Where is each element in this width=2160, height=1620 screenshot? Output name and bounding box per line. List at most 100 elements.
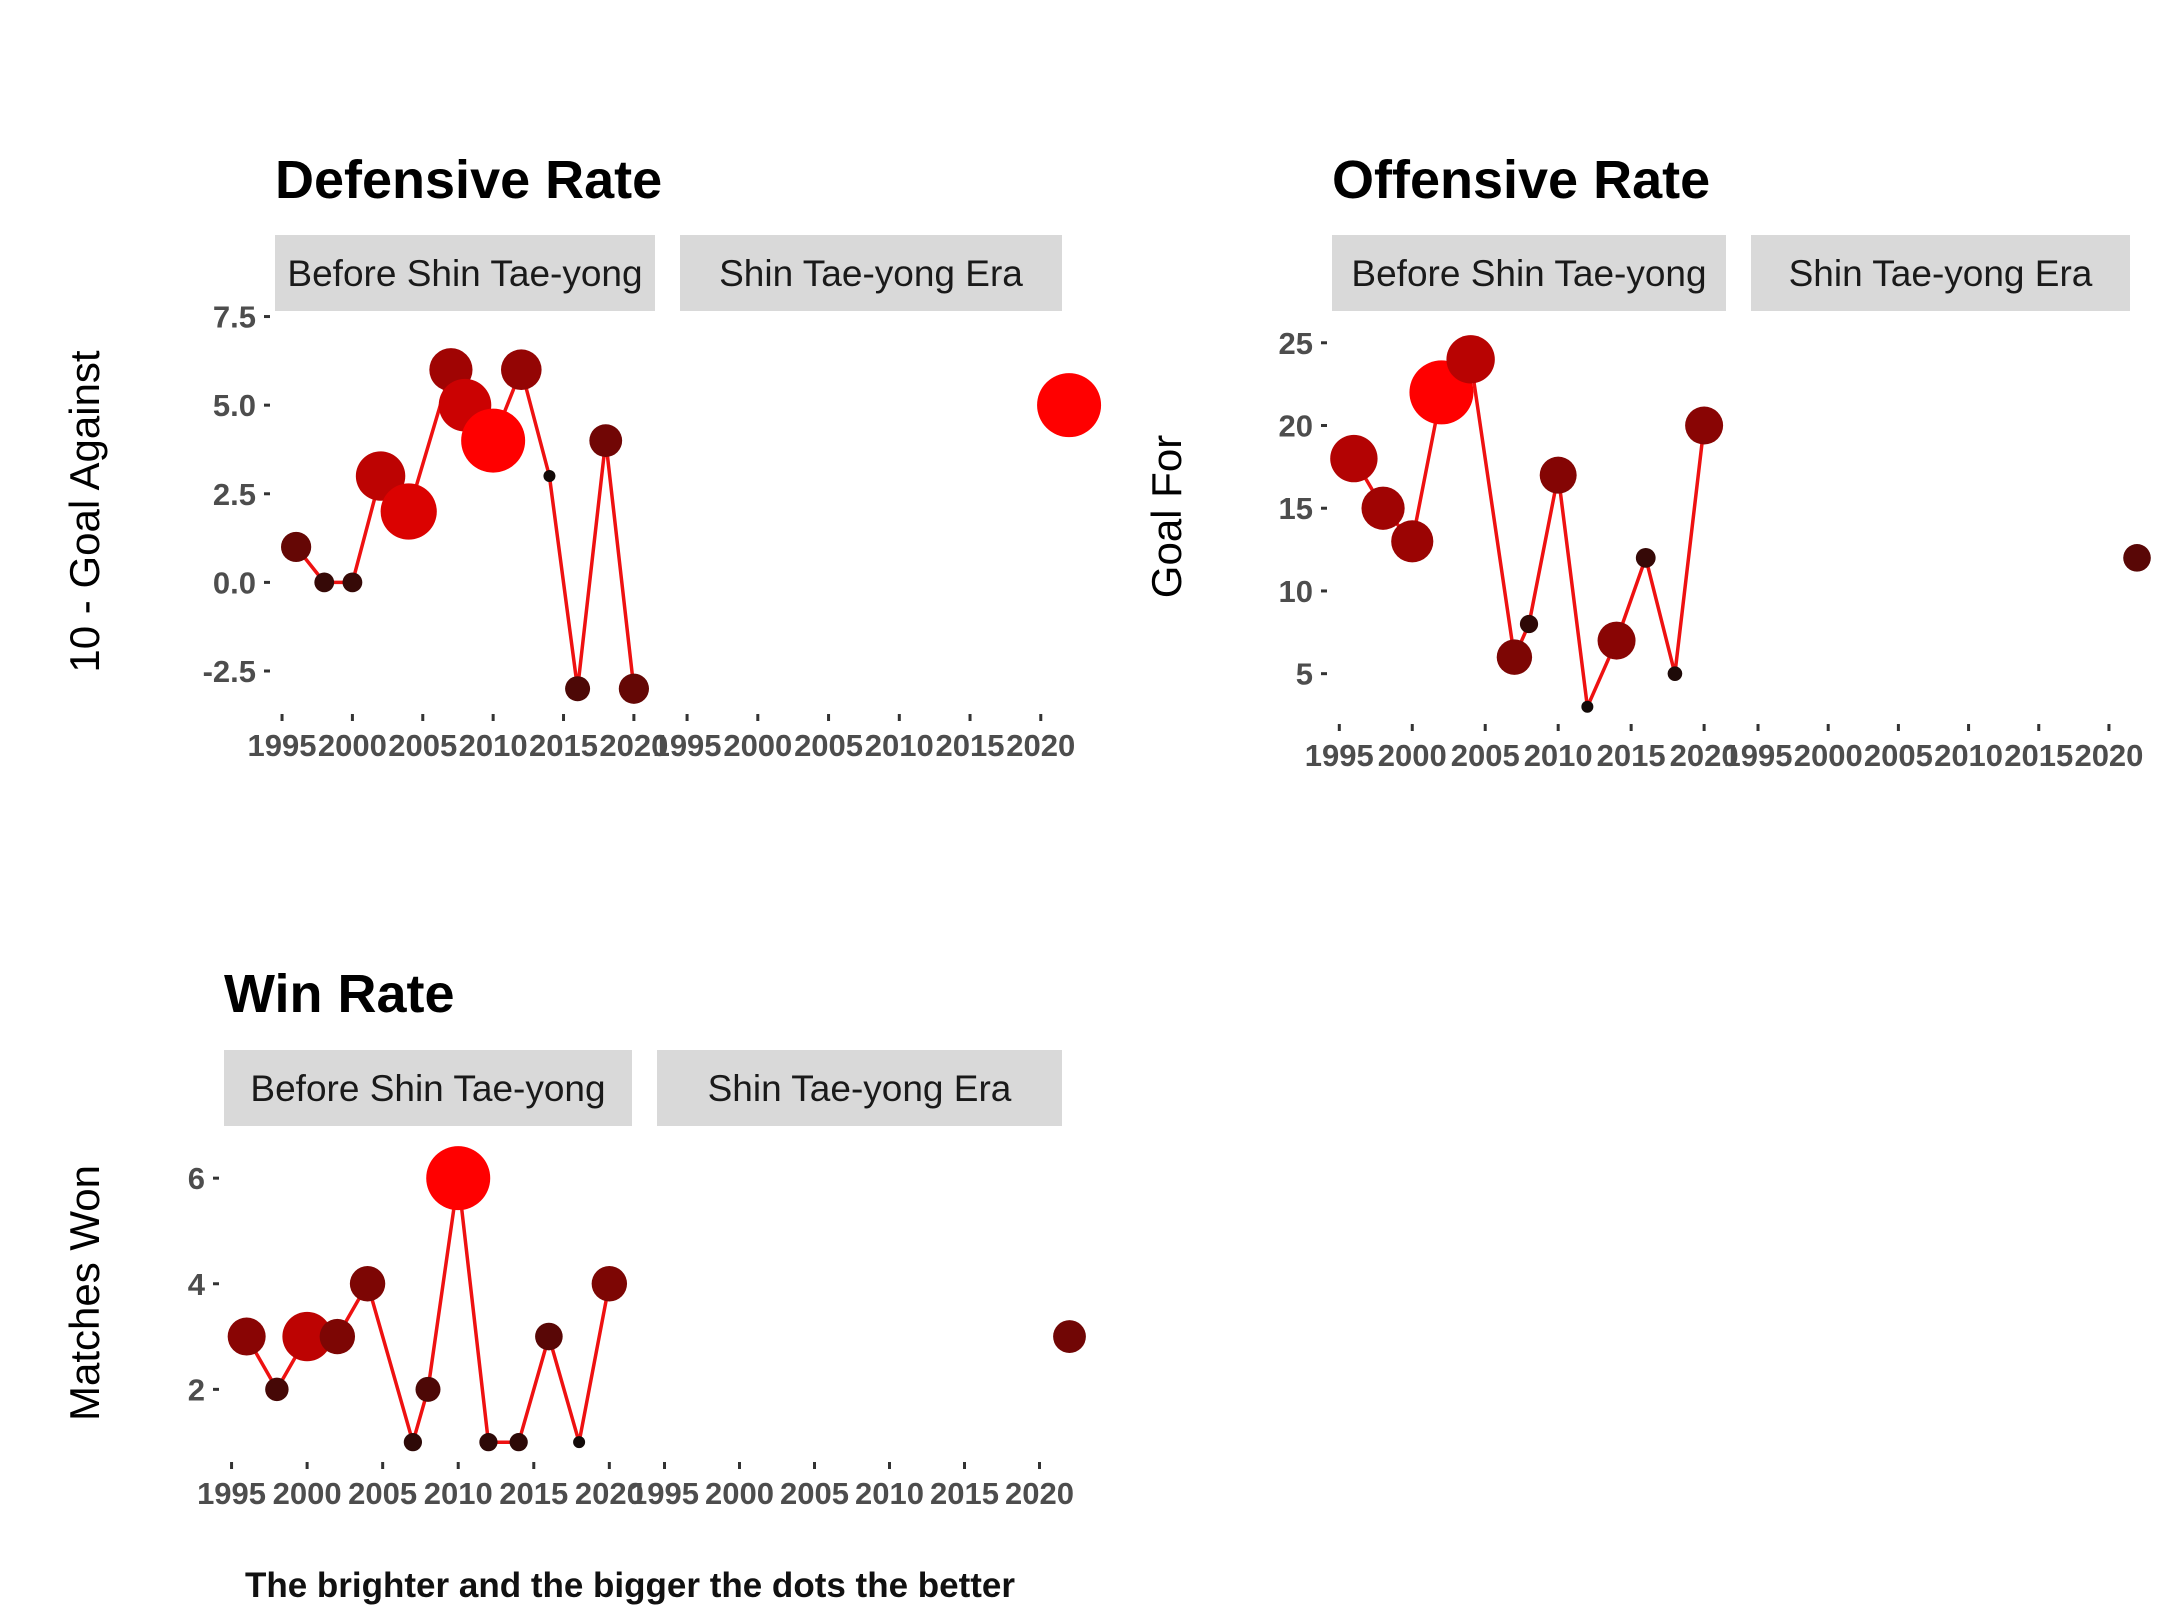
offensive-title: Offensive Rate <box>1332 150 1710 210</box>
offensive-strip-label-right: Shin Tae-yong Era <box>1789 253 2093 294</box>
offensive-point <box>1496 639 1533 675</box>
defensive-strip-left <box>275 235 655 311</box>
defensive-xtick-label-right: 2020 <box>1006 728 1075 763</box>
offensive-point <box>1330 434 1378 483</box>
win-point <box>573 1436 586 1449</box>
defensive-point <box>342 572 363 593</box>
win-ytick-label: 2 <box>188 1372 205 1407</box>
win-xtick-label-left: 2005 <box>348 1476 417 1511</box>
offensive-xtick-label-left: 1995 <box>1305 738 1374 773</box>
defensive-ytick-label: -2.5 <box>203 654 256 689</box>
win-point <box>227 1317 266 1356</box>
defensive-xtick-label-right: 1995 <box>653 728 722 763</box>
defensive-xtick-label-left: 2015 <box>529 728 598 763</box>
defensive-strip-right <box>680 235 1062 311</box>
defensive-strip-label-right: Shin Tae-yong Era <box>719 253 1023 294</box>
offensive-point <box>1685 406 1724 445</box>
defensive-xtick-label-left: 2020 <box>599 728 668 763</box>
defensive-strip-label-left: Before Shin Tae-yong <box>287 253 642 294</box>
offensive-xtick-label-left: 2010 <box>1524 738 1593 773</box>
offensive-ytick-label: 15 <box>1279 491 1313 526</box>
win-ytick-label: 6 <box>188 1161 205 1196</box>
offensive-xtick-label-left: 2015 <box>1597 738 1666 773</box>
offensive-xtick-label-right: 2005 <box>1864 738 1933 773</box>
defensive-xtick-label-right: 2010 <box>865 728 934 763</box>
offensive-xtick-label-left: 2020 <box>1670 738 1739 773</box>
defensive-point <box>618 673 649 704</box>
offensive-point <box>1446 335 1495 384</box>
win-xtick-label-right: 2005 <box>780 1476 849 1511</box>
defensive-xtick-label-right: 2000 <box>723 728 792 763</box>
offensive-ylabel: Goal For <box>1143 435 1190 598</box>
win-title: Win Rate <box>224 964 455 1024</box>
win-point <box>426 1146 491 1211</box>
defensive-xtick-label-right: 2015 <box>936 728 1005 763</box>
offensive-point <box>1361 486 1405 530</box>
win-strip-label-left: Before Shin Tae-yong <box>250 1068 605 1109</box>
win-point <box>403 1433 423 1452</box>
win-xtick-label-right: 2000 <box>705 1476 774 1511</box>
win-point <box>282 1311 332 1362</box>
defensive-ytick-label: 2.5 <box>213 477 256 512</box>
offensive-ytick-label: 10 <box>1279 574 1313 609</box>
offensive-ytick-label: 20 <box>1279 409 1313 444</box>
defensive-point <box>314 572 335 593</box>
offensive-panel: Offensive Rate Goal For Before Shin Tae-yo… <box>1143 150 2151 773</box>
offensive-strip-left <box>1332 235 1726 311</box>
win-point <box>415 1376 441 1402</box>
win-xtick-label-right: 1995 <box>630 1476 699 1511</box>
defensive-point <box>461 408 526 473</box>
offensive-point <box>1581 700 1594 713</box>
defensive-point <box>380 483 437 540</box>
win-point <box>479 1433 498 1452</box>
win-point <box>265 1377 289 1402</box>
offensive-ytick-label: 25 <box>1279 326 1313 361</box>
offensive-xtick-label-left: 2005 <box>1451 738 1520 773</box>
defensive-xtick-label-left: 2005 <box>388 728 457 763</box>
offensive-point <box>1539 456 1577 494</box>
win-point <box>509 1433 528 1452</box>
win-point <box>535 1322 563 1351</box>
defensive-era-point <box>1037 373 1102 438</box>
win-point <box>349 1266 386 1302</box>
win-series-line <box>245 1176 612 1444</box>
win-era-point <box>1053 1320 1086 1353</box>
win-xtick-label-left: 2000 <box>273 1476 342 1511</box>
defensive-point <box>589 424 623 458</box>
offensive-xtick-label-right: 2010 <box>1934 738 2003 773</box>
offensive-point <box>1667 666 1683 681</box>
defensive-xtick-label-left: 1995 <box>248 728 317 763</box>
offensive-strip-right <box>1751 235 2130 311</box>
win-xtick-label-right: 2010 <box>855 1476 924 1511</box>
offensive-ytick-label: 5 <box>1296 657 1313 692</box>
win-xtick-label-left: 2020 <box>575 1476 644 1511</box>
defensive-title: Defensive Rate <box>275 150 662 210</box>
win-ytick-label: 4 <box>188 1267 206 1302</box>
offensive-strip-label-left: Before Shin Tae-yong <box>1351 253 1706 294</box>
win-xtick-label-left: 1995 <box>197 1476 266 1511</box>
defensive-ytick-label: 0.0 <box>213 565 256 600</box>
defensive-point <box>281 531 312 563</box>
offensive-xtick-label-right: 2015 <box>2004 738 2073 773</box>
offensive-point <box>1391 520 1434 563</box>
win-strip-left <box>224 1050 632 1126</box>
win-xtick-label-left: 2010 <box>424 1476 493 1511</box>
win-xtick-label-right: 2020 <box>1005 1476 1074 1511</box>
win-point <box>591 1266 628 1302</box>
defensive-point <box>565 676 591 702</box>
offensive-xtick-label-right: 2000 <box>1794 738 1863 773</box>
offensive-xtick-label-right: 2020 <box>2074 738 2143 773</box>
offensive-point <box>1635 547 1656 568</box>
defensive-point <box>500 349 542 391</box>
win-xtick-label-left: 2015 <box>499 1476 568 1511</box>
win-point <box>319 1318 356 1355</box>
win-panel: Win Rate Matches Won Before Shin Tae-yong S… <box>61 964 1086 1511</box>
offensive-point <box>1519 614 1539 634</box>
defensive-ytick-label: 5.0 <box>213 388 256 423</box>
defensive-panel: Defensive Rate 10 - Goal Against Before Sh… <box>61 150 1102 763</box>
win-strip-right <box>657 1050 1062 1126</box>
offensive-era-point <box>2123 544 2151 572</box>
win-xtick-label-right: 2015 <box>930 1476 999 1511</box>
win-strip-label-right: Shin Tae-yong Era <box>708 1068 1012 1109</box>
